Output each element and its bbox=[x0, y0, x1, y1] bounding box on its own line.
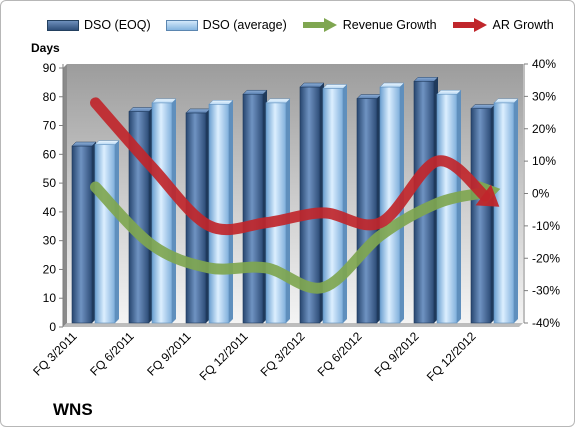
series-ar-growth-arrowhead bbox=[475, 184, 500, 207]
bar-dso-average-fq-12-2011-side bbox=[286, 98, 290, 323]
bar-dso-eoq-fq-6-2011-top bbox=[128, 107, 154, 112]
legend-label-dso-average: DSO (average) bbox=[202, 18, 287, 32]
bar-dso-average-fq-12-2011 bbox=[265, 98, 291, 324]
bar-dso-average-fq-12-2011-body bbox=[265, 102, 287, 324]
x-tick-label-fq-9-2011: FQ 9/2011 bbox=[144, 329, 194, 379]
left-tick-label: 70 bbox=[43, 119, 57, 133]
bar-dso-average-fq-3-2011-side bbox=[115, 140, 119, 323]
bar-dso-eoq-fq-12-2012-top bbox=[470, 104, 496, 109]
legend-label-ar-growth: AR Growth bbox=[492, 18, 554, 32]
left-tick-label: 10 bbox=[43, 291, 57, 305]
right-tick-label: 20% bbox=[532, 122, 556, 136]
x-tick-label-fq-6-2012: FQ 6/2012 bbox=[315, 329, 365, 379]
bar-dso-average-fq-3-2012-top bbox=[322, 84, 348, 89]
left-tick-label: 40 bbox=[43, 205, 57, 219]
legend-item-dso-eoq: DSO (EOQ) bbox=[47, 18, 151, 32]
bar-dso-eoq-fq-3-2012-top bbox=[299, 82, 325, 88]
bar-dso-eoq-fq-12-2012-body bbox=[470, 108, 492, 324]
plot-side-wall bbox=[63, 64, 67, 327]
bar-dso-average-fq-9-2012 bbox=[436, 89, 462, 324]
bar-dso-average-fq-12-2012-top bbox=[493, 98, 519, 104]
bar-dso-eoq-fq-6-2012 bbox=[356, 94, 382, 324]
bar-dso-average-fq-12-2012 bbox=[493, 98, 519, 324]
right-tick-label: 30% bbox=[532, 89, 556, 103]
left-tick-label: 20 bbox=[43, 262, 57, 276]
bar-dso-eoq-fq-3-2011-body bbox=[71, 145, 93, 324]
bar-dso-average-fq-9-2011 bbox=[208, 100, 234, 324]
x-tick-label-fq-12-2011: FQ 12/2011 bbox=[197, 329, 251, 383]
bar-dso-average-fq-9-2012-body bbox=[436, 93, 458, 324]
legend-swatch-revenue-growth-arrow bbox=[302, 18, 337, 32]
legend-label-dso-eoq: DSO (EOQ) bbox=[84, 18, 151, 32]
bar-dso-eoq-fq-6-2012-top bbox=[356, 94, 382, 99]
left-tick-label: 30 bbox=[43, 234, 57, 248]
x-tick-label-fq-9-2012: FQ 9/2012 bbox=[372, 329, 422, 379]
bar-dso-average-fq-9-2011-side bbox=[229, 100, 233, 324]
bar-dso-eoq-fq-12-2012 bbox=[470, 104, 496, 324]
bar-dso-average-fq-3-2011 bbox=[94, 140, 120, 324]
bar-dso-eoq-fq-9-2012-top bbox=[413, 77, 439, 82]
bar-dso-eoq-fq-3-2011 bbox=[71, 141, 97, 324]
right-tick-label: 0% bbox=[532, 187, 550, 201]
plot-floor bbox=[63, 323, 523, 327]
bar-dso-average-fq-9-2012-side bbox=[457, 90, 461, 323]
company-label: WNS bbox=[53, 400, 93, 419]
x-tick-label-fq-3-2012: FQ 3/2012 bbox=[258, 329, 308, 379]
bar-dso-eoq-fq-12-2011-body bbox=[242, 93, 264, 324]
bar-dso-average-fq-6-2011-top bbox=[151, 98, 177, 104]
bar-dso-average-fq-6-2012-top bbox=[379, 82, 405, 88]
bar-dso-average-fq-9-2012-top bbox=[436, 89, 462, 95]
right-tick-label: -40% bbox=[532, 316, 560, 330]
bar-dso-eoq-fq-3-2011-top bbox=[71, 141, 97, 147]
bar-dso-average-fq-12-2011-top bbox=[265, 98, 291, 104]
legend-item-ar-growth: AR Growth bbox=[452, 18, 554, 32]
y-axis-title: Days bbox=[31, 41, 60, 55]
bar-dso-average-fq-9-2011-body bbox=[208, 103, 230, 324]
bar-dso-eoq-fq-12-2011 bbox=[242, 89, 268, 324]
left-tick-label: 60 bbox=[43, 147, 57, 161]
bar-dso-average-fq-12-2012-body bbox=[493, 102, 515, 324]
bar-dso-average-fq-9-2011-top bbox=[208, 100, 234, 105]
legend-swatch-dso-average bbox=[165, 19, 198, 31]
right-tick-label: 40% bbox=[532, 57, 556, 71]
bar-dso-eoq-fq-6-2012-body bbox=[356, 98, 378, 324]
bar-dso-average-fq-3-2012-side bbox=[343, 84, 347, 323]
left-tick-label: 50 bbox=[43, 176, 57, 190]
right-tick-label: 10% bbox=[532, 154, 556, 168]
bar-dso-average-fq-12-2012-side bbox=[514, 98, 518, 323]
legend-item-revenue-growth: Revenue Growth bbox=[302, 18, 437, 32]
legend-swatch-ar-growth-arrow bbox=[452, 18, 487, 32]
x-tick-label-fq-12-2012: FQ 12/2012 bbox=[424, 329, 479, 384]
bar-dso-eoq-fq-9-2011-top bbox=[185, 108, 211, 114]
bar-dso-average-fq-3-2011-top bbox=[94, 140, 120, 145]
bar-dso-average-fq-3-2011-body bbox=[94, 144, 116, 324]
legend-item-dso-average: DSO (average) bbox=[165, 18, 287, 32]
x-tick-label-fq-6-2011: FQ 6/2011 bbox=[87, 329, 137, 379]
left-tick-label: 90 bbox=[43, 61, 57, 75]
right-tick-label: -10% bbox=[532, 219, 560, 233]
bar-dso-eoq-fq-12-2011-top bbox=[242, 89, 268, 95]
legend-swatch-dso-eoq bbox=[47, 19, 79, 31]
left-tick-label: 0 bbox=[49, 320, 56, 334]
bar-dso-average-fq-6-2011-side bbox=[172, 98, 176, 323]
right-tick-label: -20% bbox=[532, 251, 560, 265]
legend: DSO (EOQ) DSO (average) Revenue Growth A… bbox=[47, 15, 569, 35]
bar-dso-average-fq-6-2011-body bbox=[151, 102, 173, 324]
x-tick-label-fq-3-2011: FQ 3/2011 bbox=[30, 329, 80, 379]
legend-label-revenue-growth: Revenue Growth bbox=[342, 18, 437, 32]
left-tick-label: 80 bbox=[43, 90, 57, 104]
right-tick-label: -30% bbox=[532, 284, 560, 298]
bar-dso-average-fq-6-2011 bbox=[151, 98, 177, 324]
